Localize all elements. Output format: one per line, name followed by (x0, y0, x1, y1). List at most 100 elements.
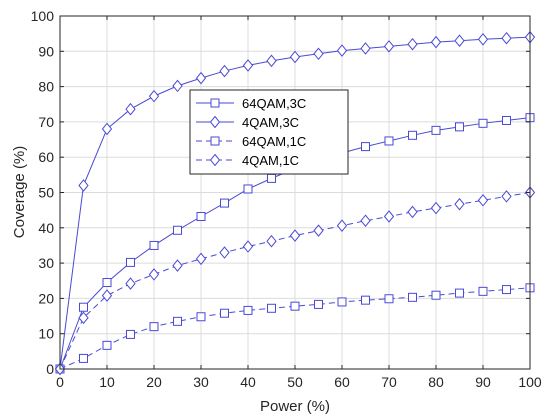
data-point (454, 197, 465, 211)
data-point (478, 118, 488, 128)
data-point (360, 214, 371, 228)
data-point (172, 79, 183, 93)
x-tick-label: 50 (287, 374, 303, 390)
x-tick-label: 70 (381, 374, 397, 390)
data-point (383, 210, 395, 223)
data-point (266, 234, 277, 248)
data-point (219, 64, 230, 78)
x-tick-label: 10 (99, 374, 115, 390)
data-point (455, 122, 464, 132)
data-point (102, 340, 112, 350)
data-point (431, 290, 441, 300)
data-point (149, 240, 159, 250)
data-point (172, 259, 183, 272)
legend-marker (209, 115, 221, 129)
data-point (196, 212, 206, 222)
data-point (477, 33, 489, 46)
x-tick-label: 20 (146, 374, 162, 390)
data-point (102, 278, 112, 288)
y-tick-label: 80 (38, 79, 54, 95)
y-tick-label: 70 (38, 114, 54, 130)
legend-entry: 64QAM,3C (196, 96, 306, 111)
data-point (407, 37, 418, 51)
x-axis-title: Power (%) (260, 398, 330, 415)
data-point (313, 47, 324, 61)
y-axis-title: Coverage (%) (11, 146, 28, 239)
legend-marker (210, 136, 220, 146)
x-tick-label: 60 (334, 374, 350, 390)
data-point (79, 353, 88, 363)
data-point (501, 190, 512, 203)
axis-ticks: 0 10 20 30 40 50 60 70 80 90 100 0 10 20 30 40 50 60 70 80 9… (31, 8, 542, 390)
data-point (101, 122, 113, 136)
data-point (360, 42, 371, 55)
series-2 (54, 30, 536, 376)
data-point (126, 329, 135, 339)
legend-entry: 4QAM,3C (196, 115, 299, 130)
data-point (242, 240, 254, 253)
y-tick-label: 10 (38, 326, 54, 342)
data-point (196, 312, 206, 322)
data-point (430, 201, 442, 215)
data-point (384, 136, 394, 146)
y-tick-label: 20 (38, 290, 54, 306)
series-line (59, 192, 531, 370)
data-point (454, 34, 465, 47)
data-point (148, 268, 160, 281)
data-point (219, 246, 230, 259)
x-tick-label: 80 (428, 374, 444, 390)
data-point (289, 229, 301, 242)
series-layer (54, 30, 536, 376)
x-tick-label: 100 (518, 374, 542, 390)
y-tick-label: 90 (38, 43, 54, 59)
data-point (267, 303, 276, 313)
data-point (243, 184, 253, 194)
data-point (266, 54, 277, 68)
x-tick-label: 30 (193, 374, 209, 390)
legend-label: 64QAM,1C (242, 134, 306, 149)
legend-entry: 4QAM,1C (196, 153, 299, 168)
legend-label: 4QAM,1C (242, 153, 299, 168)
y-tick-label: 0 (46, 361, 54, 377)
legend-marker (209, 153, 221, 167)
data-point (220, 198, 229, 208)
legend-label: 64QAM,3C (242, 96, 306, 111)
data-point (383, 40, 395, 53)
data-point (314, 299, 323, 309)
data-point (431, 125, 441, 135)
data-point (125, 102, 136, 116)
legend: 64QAM,3C 4QAM,3C 64QAM,1C 4QAM,1C (189, 89, 349, 175)
data-point (478, 286, 488, 296)
legend-marker (210, 98, 220, 108)
data-point (501, 31, 512, 45)
data-point (361, 295, 370, 305)
legend-entry: 64QAM,1C (196, 134, 306, 149)
data-point (408, 130, 417, 140)
data-point (290, 301, 300, 311)
series-4 (54, 186, 536, 376)
data-point (148, 89, 160, 103)
data-point (126, 257, 135, 267)
x-tick-label: 0 (56, 374, 64, 390)
y-tick-label: 30 (38, 255, 54, 271)
data-point (502, 285, 511, 295)
data-point (220, 308, 229, 318)
data-point (195, 71, 207, 85)
data-point (125, 277, 136, 290)
data-point (502, 115, 511, 125)
data-point (407, 205, 418, 219)
y-tick-label: 100 (31, 8, 55, 24)
y-tick-label: 50 (38, 185, 54, 201)
data-point (79, 302, 88, 312)
data-point (78, 311, 89, 325)
data-point (78, 179, 89, 192)
y-tick-label: 60 (38, 149, 54, 165)
x-tick-label: 90 (475, 374, 491, 390)
data-point (361, 142, 370, 152)
data-point (408, 292, 417, 302)
data-point (267, 173, 276, 183)
data-point (336, 219, 348, 232)
data-point (384, 294, 394, 304)
data-point (289, 50, 301, 64)
